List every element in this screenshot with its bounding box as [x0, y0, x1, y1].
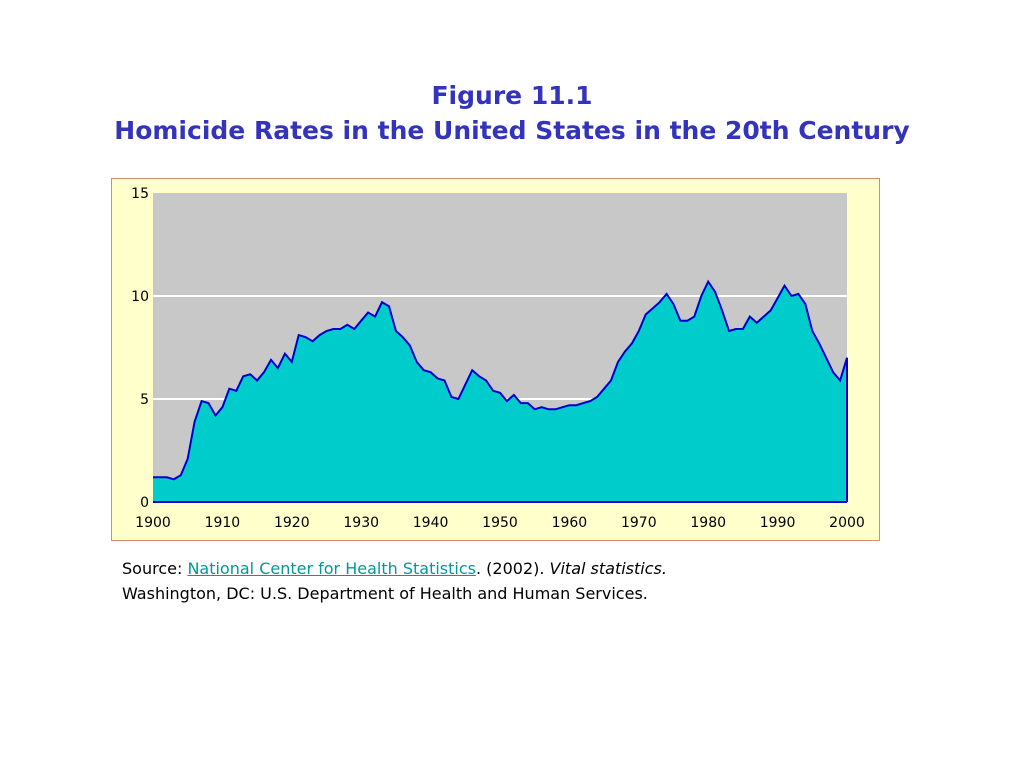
x-tick-label: 1980	[690, 515, 726, 531]
y-tick-label: 10	[131, 289, 149, 305]
source-citation: Source: National Center for Health Stati…	[122, 556, 902, 606]
y-axis-ticks: 0 5 10 15	[131, 186, 149, 511]
figure-title: Figure 11.1 Homicide Rates in the United…	[0, 78, 1024, 148]
source-prefix: Source:	[122, 559, 188, 578]
source-link[interactable]: National Center for Health Statistics	[187, 559, 476, 578]
figure-caption: Homicide Rates in the United States in t…	[114, 116, 910, 145]
x-tick-label: 1900	[135, 515, 171, 531]
x-tick-label: 1990	[760, 515, 796, 531]
x-tick-label: 2000	[829, 515, 865, 531]
x-tick-label: 1910	[205, 515, 241, 531]
chart-frame: 0 5 10 15 1900 1910 1920 1930 1940 1950 1960 1970 1…	[111, 178, 880, 541]
x-axis-ticks: 1900 1910 1920 1930 1940 1950 1960 1970 1980 1990…	[135, 515, 865, 531]
x-tick-label: 1950	[482, 515, 518, 531]
y-tick-label: 0	[140, 495, 149, 511]
x-tick-label: 1970	[621, 515, 657, 531]
x-tick-label: 1920	[274, 515, 310, 531]
x-tick-label: 1930	[343, 515, 379, 531]
y-tick-label: 5	[140, 392, 149, 408]
source-title: Vital statistics.	[549, 559, 667, 578]
homicide-rate-area	[153, 281, 847, 502]
figure-number: Figure 11.1	[431, 81, 593, 110]
source-publisher: Washington, DC: U.S. Department of Healt…	[122, 584, 648, 603]
y-tick-label: 15	[131, 186, 149, 202]
x-tick-label: 1940	[413, 515, 449, 531]
homicide-rate-line	[153, 279, 848, 502]
source-year: . (2002).	[475, 559, 550, 578]
x-tick-label: 1960	[552, 515, 588, 531]
